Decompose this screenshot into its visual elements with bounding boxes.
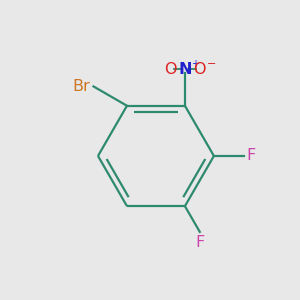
Text: −: − bbox=[207, 59, 216, 69]
Text: O: O bbox=[193, 62, 206, 77]
Text: O: O bbox=[164, 62, 177, 77]
Text: Br: Br bbox=[73, 79, 91, 94]
Text: F: F bbox=[195, 235, 204, 250]
Text: +: + bbox=[191, 59, 200, 69]
Text: N: N bbox=[178, 62, 192, 77]
Text: F: F bbox=[247, 148, 256, 164]
